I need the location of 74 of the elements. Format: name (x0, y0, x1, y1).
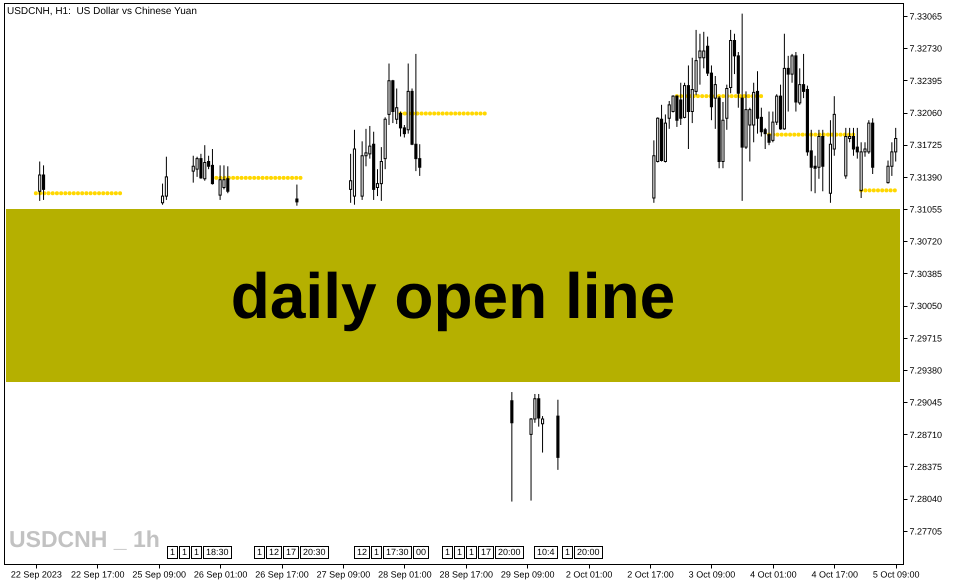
event-tag: 12 (266, 546, 282, 559)
x-tick-label: 5 Oct 09:00 (872, 570, 920, 580)
event-tag: 1 (191, 546, 202, 559)
y-tick-label: 7.28710 (910, 430, 942, 440)
event-tag: 20:30 (300, 546, 329, 559)
candlestick (192, 155, 195, 184)
x-tick-label: 22 Sep 17:00 (71, 570, 125, 580)
candlestick (164, 156, 168, 200)
x-tick-label: 2 Oct 01:00 (566, 570, 612, 580)
y-tick-label: 7.28375 (910, 462, 942, 472)
banner: daily open line (6, 209, 900, 382)
candlestick (767, 111, 771, 146)
event-tag: 1 (454, 546, 466, 559)
event-tag: 1 (466, 546, 478, 559)
x-tick-label: 4 Oct 01:00 (750, 570, 797, 580)
candlestick (398, 111, 402, 138)
event-tag: 12 (354, 546, 370, 559)
candlestick (852, 127, 856, 156)
annotation: daily open line (230, 260, 676, 332)
y-tick-label: 7.27705 (910, 526, 942, 536)
y-tick-label: 7.29380 (910, 365, 942, 376)
y-tick-label: 7.32730 (910, 44, 942, 54)
y-tick-label: 7.33065 (910, 11, 942, 22)
annotation: USDCNH _ 1h (9, 526, 160, 553)
y-tick-label: 7.31390 (910, 172, 942, 182)
y-tick-label: 7.31055 (910, 204, 942, 215)
x-tick-label: 2 Oct 17:00 (627, 570, 674, 580)
candlestick (203, 144, 206, 182)
x-tick-label: 22 Sep 2023 (10, 570, 62, 580)
event-tag: 1 (562, 546, 574, 559)
y-tick-label: 7.30050 (910, 301, 942, 312)
candlestick (698, 33, 702, 86)
candlestick (218, 164, 222, 200)
event-tag: 20:00 (495, 546, 524, 559)
event-tag: 17 (283, 546, 300, 559)
candlestick (679, 82, 682, 126)
y-tick-label: 7.30720 (910, 236, 942, 247)
event-tag: 20:00 (574, 546, 603, 559)
candlestick (42, 164, 46, 200)
event-tag: 1 (442, 546, 454, 559)
y-tick-label: 7.28040 (910, 494, 942, 504)
event-tag: 00 (413, 546, 430, 559)
x-tick-label: 25 Sep 09:00 (132, 570, 186, 580)
x-tick-label: 26 Sep 01:00 (194, 570, 248, 580)
candlestick (199, 153, 202, 180)
event-tag: 1 (179, 546, 190, 559)
x-tick-label: 3 Oct 09:00 (688, 570, 736, 580)
candlestick (510, 392, 514, 502)
candlestick (196, 156, 199, 178)
candlestick (226, 166, 230, 194)
y-tick-label: 7.29045 (910, 398, 942, 408)
candlestick (38, 161, 42, 202)
x-tick-label: 4 Oct 17:00 (812, 570, 858, 580)
y-tick-label: 7.30385 (910, 268, 942, 279)
candlestick (210, 148, 214, 186)
event-tag: 17:30 (383, 546, 412, 559)
x-tick-label: 29 Sep 09:00 (500, 570, 554, 580)
x-tick-label: 28 Sep 17:00 (440, 570, 494, 580)
event-tag: 17 (478, 546, 494, 559)
y-tick-label: 7.32060 (910, 108, 942, 118)
y-tick-label: 7.31725 (910, 140, 942, 150)
candlestick (414, 53, 418, 172)
event-tag: 1 (167, 546, 178, 559)
event-tag: 18:30 (203, 546, 232, 559)
chart-title: USDCNH, H1: US Dollar vs Chinese Yuan (7, 6, 197, 17)
x-tick-label: 26 Sep 17:00 (255, 570, 309, 580)
event-tag: 10:4 (534, 546, 558, 559)
x-tick-label: 27 Sep 09:00 (316, 570, 370, 580)
event-tag: 1 (254, 546, 266, 559)
x-tick-label: 28 Sep 01:00 (378, 570, 432, 580)
candlestick (295, 184, 298, 206)
y-tick-label: 7.29715 (910, 333, 942, 344)
event-tag: 1 (371, 546, 382, 559)
y-tick-label: 7.32395 (910, 76, 942, 86)
